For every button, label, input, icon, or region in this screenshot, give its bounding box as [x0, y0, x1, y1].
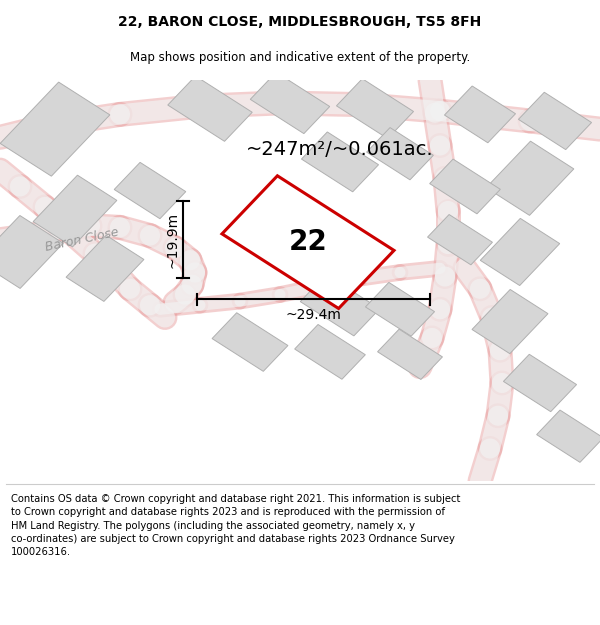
Polygon shape — [480, 218, 560, 286]
Polygon shape — [114, 162, 186, 219]
Polygon shape — [430, 159, 500, 214]
Polygon shape — [367, 127, 433, 180]
Polygon shape — [212, 312, 288, 371]
Polygon shape — [222, 176, 394, 309]
Polygon shape — [337, 79, 413, 139]
Polygon shape — [301, 132, 379, 192]
Polygon shape — [0, 82, 110, 176]
Polygon shape — [486, 141, 574, 216]
Text: ~19.9m: ~19.9m — [165, 212, 179, 268]
Polygon shape — [250, 72, 330, 134]
Polygon shape — [300, 274, 380, 336]
Polygon shape — [445, 86, 515, 142]
Polygon shape — [0, 216, 63, 288]
Text: Baron Close: Baron Close — [44, 226, 120, 254]
Polygon shape — [168, 76, 252, 141]
Polygon shape — [33, 175, 117, 247]
Text: 22: 22 — [289, 228, 328, 256]
Text: ~29.4m: ~29.4m — [286, 308, 341, 322]
Polygon shape — [295, 324, 365, 379]
Text: 22, BARON CLOSE, MIDDLESBROUGH, TS5 8FH: 22, BARON CLOSE, MIDDLESBROUGH, TS5 8FH — [118, 16, 482, 29]
Polygon shape — [66, 235, 144, 301]
Polygon shape — [536, 410, 600, 462]
Text: ~247m²/~0.061ac.: ~247m²/~0.061ac. — [246, 140, 434, 159]
Text: Map shows position and indicative extent of the property.: Map shows position and indicative extent… — [130, 51, 470, 64]
Polygon shape — [428, 214, 493, 265]
Polygon shape — [503, 354, 577, 412]
Polygon shape — [365, 282, 434, 336]
Text: Contains OS data © Crown copyright and database right 2021. This information is : Contains OS data © Crown copyright and d… — [11, 494, 460, 557]
Polygon shape — [518, 92, 592, 149]
Polygon shape — [472, 289, 548, 354]
Polygon shape — [377, 329, 442, 379]
